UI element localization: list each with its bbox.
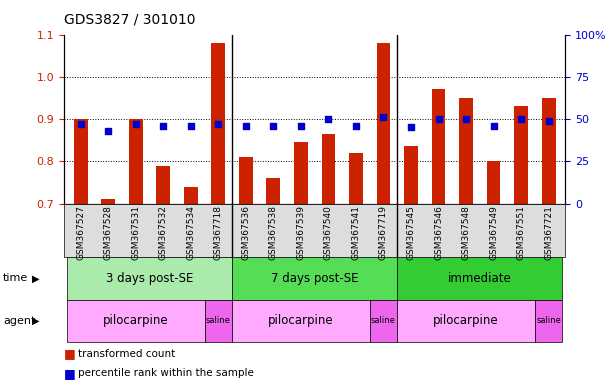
Text: GSM367546: GSM367546: [434, 205, 443, 260]
Point: [434, 116, 444, 122]
Text: ▶: ▶: [32, 273, 39, 283]
Text: time: time: [3, 273, 28, 283]
Point: [351, 123, 361, 129]
Text: pilocarpine: pilocarpine: [103, 314, 169, 327]
Text: GSM367534: GSM367534: [186, 205, 196, 260]
Text: GSM367545: GSM367545: [406, 205, 415, 260]
Point: [76, 121, 86, 127]
Text: transformed count: transformed count: [78, 349, 175, 359]
Point: [406, 124, 416, 131]
Point: [379, 114, 389, 121]
Text: GSM367719: GSM367719: [379, 205, 388, 260]
Text: GSM367531: GSM367531: [131, 205, 141, 260]
Text: GSM367540: GSM367540: [324, 205, 333, 260]
Point: [296, 123, 306, 129]
Point: [131, 121, 141, 127]
Text: percentile rank within the sample: percentile rank within the sample: [78, 368, 254, 379]
Point: [103, 128, 113, 134]
Bar: [239, 157, 253, 204]
Text: GSM367532: GSM367532: [159, 205, 168, 260]
Text: pilocarpine: pilocarpine: [268, 314, 334, 327]
Point: [489, 123, 499, 129]
Bar: [542, 98, 555, 204]
Point: [544, 118, 554, 124]
Bar: [514, 106, 528, 204]
Text: saline: saline: [371, 316, 396, 325]
Text: GSM367721: GSM367721: [544, 205, 553, 260]
Text: GSM367536: GSM367536: [241, 205, 251, 260]
Bar: [156, 166, 170, 204]
Bar: [74, 119, 87, 204]
Point: [213, 121, 223, 127]
Text: GSM367527: GSM367527: [76, 205, 85, 260]
Point: [186, 123, 196, 129]
Bar: [266, 178, 280, 204]
Bar: [487, 161, 500, 204]
Text: GSM367549: GSM367549: [489, 205, 498, 260]
Point: [158, 123, 168, 129]
Text: ■: ■: [64, 367, 76, 380]
Text: ■: ■: [64, 347, 76, 360]
Text: saline: saline: [206, 316, 231, 325]
Text: 7 days post-SE: 7 days post-SE: [271, 272, 359, 285]
Bar: [376, 43, 390, 204]
Bar: [294, 142, 308, 204]
Text: GSM367551: GSM367551: [517, 205, 525, 260]
Bar: [459, 98, 473, 204]
Bar: [349, 153, 363, 204]
Text: 3 days post-SE: 3 days post-SE: [106, 272, 193, 285]
Text: GSM367538: GSM367538: [269, 205, 278, 260]
Bar: [101, 199, 115, 204]
Point: [461, 116, 471, 122]
Text: agent: agent: [3, 316, 35, 326]
Text: GSM367528: GSM367528: [104, 205, 112, 260]
Text: GSM367539: GSM367539: [296, 205, 306, 260]
Bar: [431, 89, 445, 204]
Bar: [129, 119, 142, 204]
Text: immediate: immediate: [448, 272, 511, 285]
Bar: [211, 43, 225, 204]
Point: [268, 123, 278, 129]
Point: [241, 123, 251, 129]
Text: GSM367548: GSM367548: [461, 205, 470, 260]
Text: ▶: ▶: [32, 316, 39, 326]
Text: GSM367718: GSM367718: [214, 205, 223, 260]
Bar: [321, 134, 335, 204]
Text: GSM367541: GSM367541: [351, 205, 360, 260]
Text: pilocarpine: pilocarpine: [433, 314, 499, 327]
Point: [516, 116, 526, 122]
Text: GDS3827 / 301010: GDS3827 / 301010: [64, 13, 196, 27]
Text: saline: saline: [536, 316, 561, 325]
Point: [324, 116, 334, 122]
Bar: [404, 147, 418, 204]
Bar: [184, 187, 198, 204]
